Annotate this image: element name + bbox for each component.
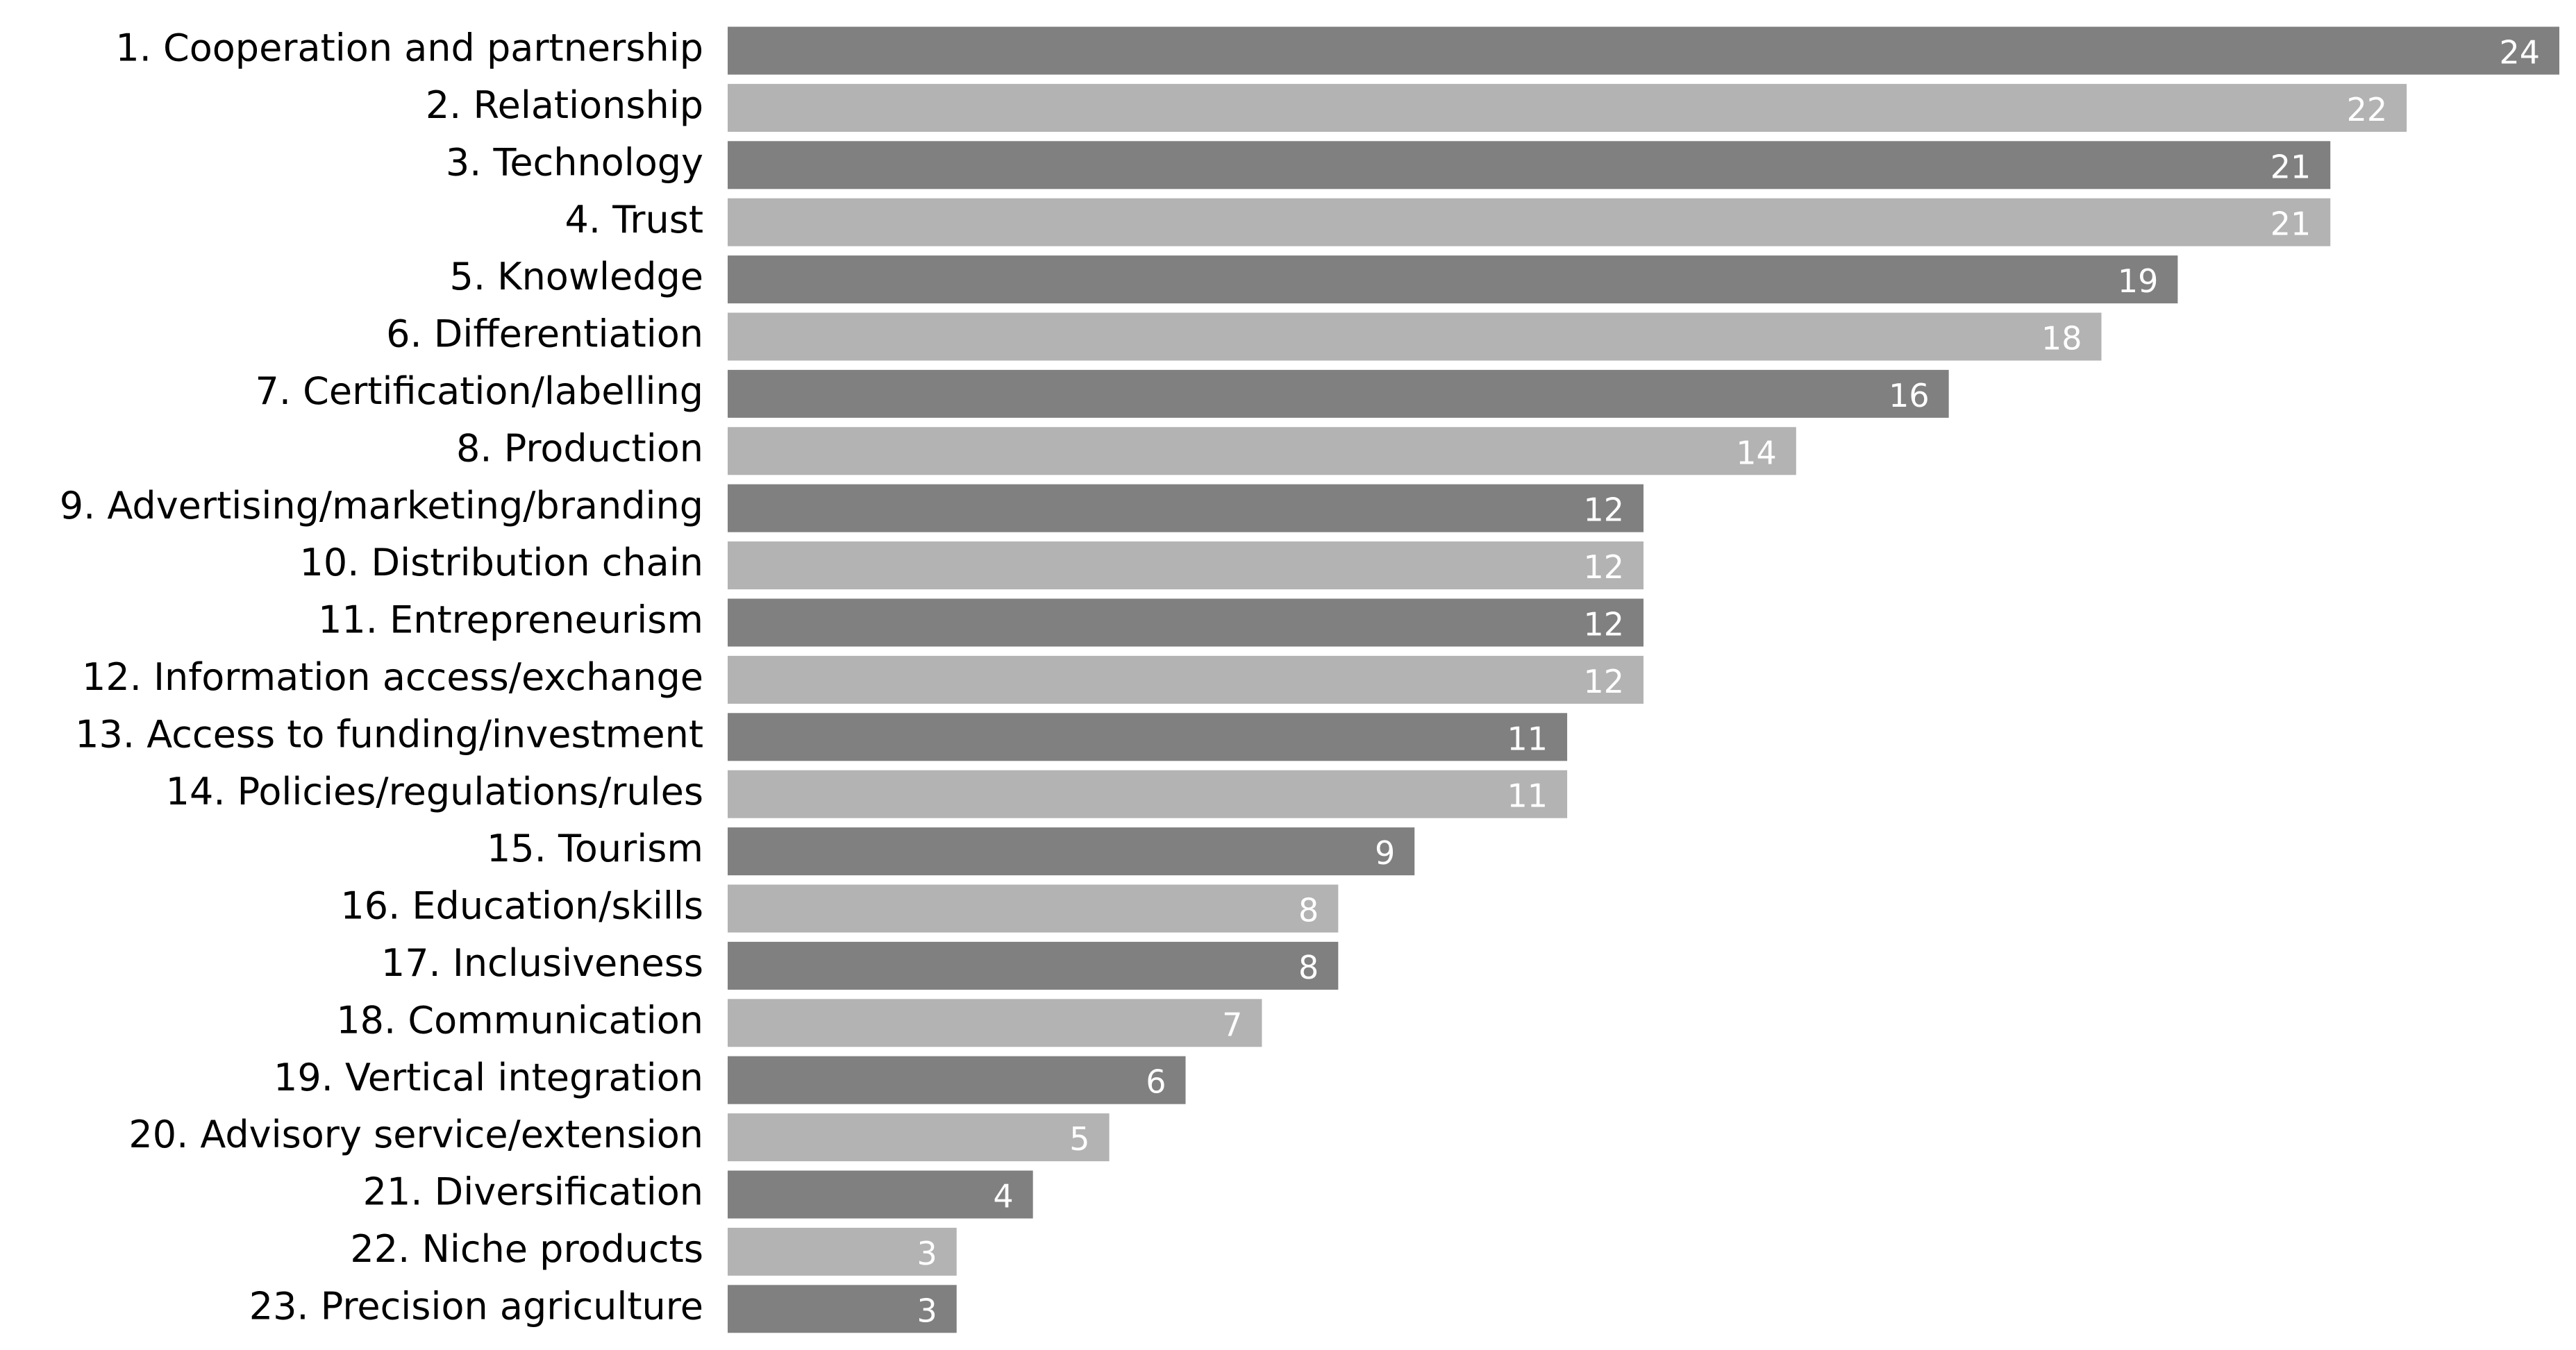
bar: [728, 1285, 957, 1333]
bar: [728, 713, 1568, 761]
bar: [728, 999, 1262, 1047]
category-label: 8. Production: [456, 426, 703, 470]
value-label: 9: [1375, 834, 1395, 872]
category-label: 14. Policies/regulations/rules: [166, 770, 703, 813]
bar: [728, 198, 2331, 246]
bar: [728, 141, 2331, 189]
category-label: 23. Precision agriculture: [249, 1284, 703, 1328]
value-label: 12: [1583, 491, 1624, 529]
value-label: 6: [1146, 1063, 1166, 1101]
category-label: 10. Distribution chain: [300, 541, 703, 584]
category-label: 18. Communication: [336, 998, 703, 1042]
value-label: 3: [917, 1292, 937, 1329]
category-label: 13. Access to funding/investment: [75, 712, 703, 756]
bar: [728, 484, 1644, 532]
value-label: 18: [2041, 320, 2082, 357]
bar: [728, 1227, 957, 1276]
value-label: 3: [917, 1235, 937, 1272]
bar: [728, 770, 1568, 818]
value-label: 16: [1889, 377, 1930, 414]
category-label: 17. Inclusiveness: [381, 941, 703, 985]
category-label: 2. Relationship: [426, 83, 703, 127]
value-label: 11: [1507, 777, 1548, 815]
bar: [728, 312, 2102, 361]
value-label: 5: [1069, 1120, 1089, 1158]
value-label: 4: [993, 1178, 1013, 1215]
category-label: 3. Technology: [446, 140, 703, 184]
bar: [728, 369, 1949, 418]
bar: [728, 884, 1339, 933]
category-label: 16. Education/skills: [340, 884, 703, 928]
value-label: 19: [2118, 262, 2159, 300]
category-label: 7. Certification/labelling: [255, 369, 703, 413]
bar: [728, 655, 1644, 704]
category-label: 5. Knowledge: [449, 255, 703, 298]
bar: [728, 941, 1339, 990]
bar: [728, 427, 1796, 475]
value-label: 22: [2347, 91, 2388, 128]
category-label: 15. Tourism: [487, 827, 703, 870]
value-label: 24: [2499, 34, 2540, 71]
value-label: 7: [1222, 1006, 1242, 1043]
value-label: 8: [1298, 949, 1319, 986]
value-label: 12: [1583, 606, 1624, 643]
bar: [728, 598, 1644, 647]
value-label: 12: [1583, 663, 1624, 700]
bar: [728, 827, 1415, 876]
bar: [728, 1113, 1110, 1162]
value-label: 21: [2270, 205, 2311, 243]
category-label: 1. Cooperation and partnership: [115, 26, 703, 70]
category-label: 11. Entrepreneurism: [318, 598, 703, 642]
category-label: 9. Advertising/marketing/branding: [60, 484, 703, 528]
category-label: 12. Information access/exchange: [82, 655, 703, 699]
bar: [728, 1170, 1033, 1219]
bar: [728, 26, 2559, 75]
category-label: 20. Advisory service/extension: [128, 1113, 703, 1156]
bar: [728, 1056, 1186, 1104]
category-label: 4. Trust: [565, 198, 703, 242]
value-label: 14: [1736, 434, 1777, 471]
value-label: 21: [2270, 148, 2311, 185]
value-label: 11: [1507, 720, 1548, 757]
value-label: 12: [1583, 548, 1624, 586]
category-label: 22. Niche products: [350, 1227, 703, 1271]
category-label: 6. Differentiation: [386, 312, 703, 356]
bar: [728, 255, 2178, 304]
category-label: 21. Diversification: [363, 1170, 703, 1214]
value-label: 8: [1298, 892, 1319, 929]
bar: [728, 83, 2407, 132]
bar: [728, 541, 1644, 590]
category-label: 19. Vertical integration: [274, 1056, 703, 1099]
